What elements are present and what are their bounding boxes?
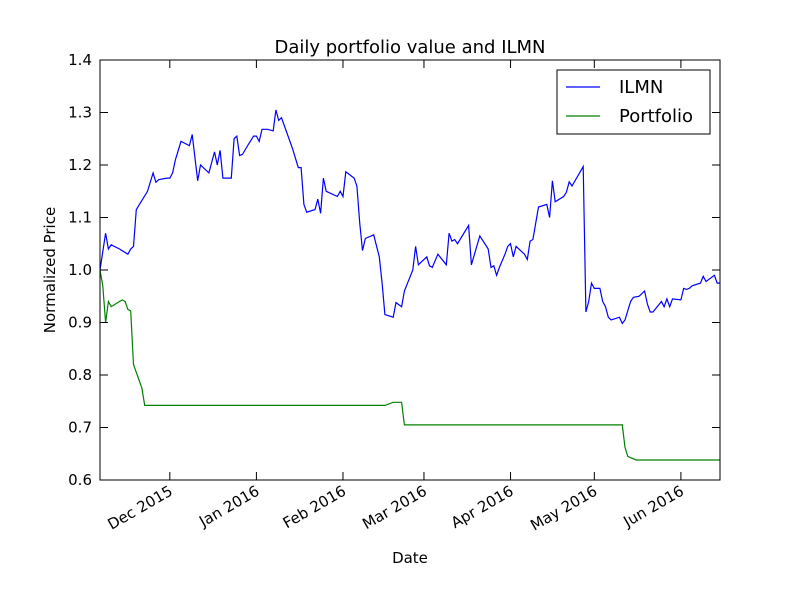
- y-axis-ticks: 0.6 0.7 0.8 0.9 1.0 1.1 1.2 1.3 1.4: [68, 51, 720, 489]
- y-tick-label: 0.7: [68, 419, 92, 437]
- legend-label-ilmn: ILMN: [619, 77, 663, 98]
- y-tick-label: 0.9: [68, 314, 92, 332]
- chart-title: Daily portfolio value and ILMN: [274, 37, 545, 58]
- y-tick-label: 1.4: [68, 51, 92, 69]
- x-axis-label: Date: [392, 549, 428, 567]
- series-line-ilmn: [100, 109, 720, 325]
- y-axis-label: Normalized Price: [41, 207, 59, 333]
- series-layer: [100, 109, 720, 461]
- y-tick-label: 1.1: [68, 209, 92, 227]
- y-tick-label: 1.2: [68, 156, 92, 174]
- y-tick-label: 1.3: [68, 104, 92, 122]
- legend-label-portfolio: Portfolio: [619, 106, 693, 127]
- y-tick-label: 0.8: [68, 366, 92, 384]
- series-line-portfolio: [100, 269, 720, 461]
- y-tick-label: 0.6: [68, 471, 92, 489]
- legend: ILMN Portfolio: [556, 69, 711, 135]
- y-tick-label: 1.0: [68, 261, 92, 279]
- legend-box: [556, 69, 711, 135]
